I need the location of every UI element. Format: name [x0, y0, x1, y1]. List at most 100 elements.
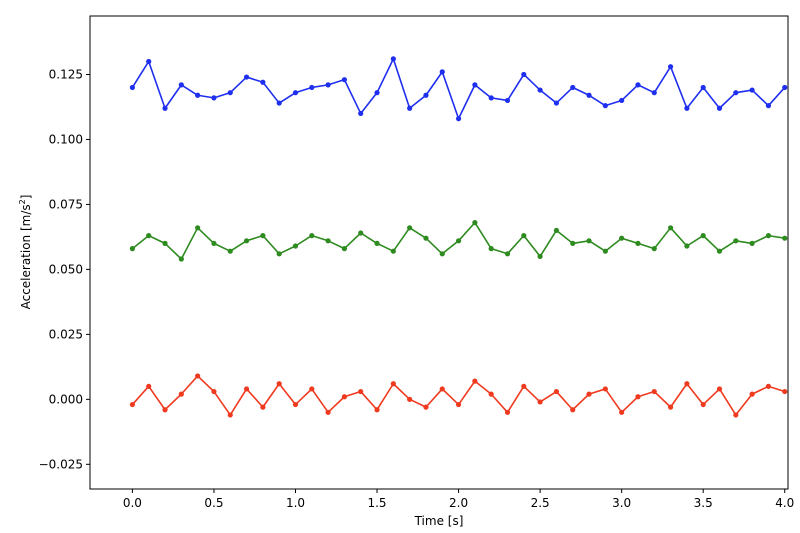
- data-point: [472, 220, 478, 226]
- data-point: [243, 238, 250, 244]
- data-point: [178, 391, 184, 397]
- data-point: [309, 84, 315, 91]
- data-point: [292, 90, 299, 96]
- data-point: [472, 82, 478, 88]
- data-point: [684, 381, 690, 387]
- data-point: [586, 92, 592, 98]
- data-point: [358, 388, 364, 395]
- data-point: [341, 246, 348, 252]
- data-point: [455, 401, 462, 408]
- data-point: [667, 64, 674, 70]
- data-point: [570, 240, 576, 246]
- plot-frame: [89, 15, 789, 490]
- data-point: [651, 246, 657, 252]
- data-point: [374, 90, 380, 96]
- data-point: [716, 386, 723, 392]
- data-point: [390, 381, 396, 387]
- data-point: [619, 97, 625, 104]
- series-1: [129, 220, 788, 262]
- data-point: [129, 401, 135, 408]
- y-axis-label-superscript: 2: [18, 199, 27, 204]
- data-point: [325, 238, 331, 244]
- data-point: [570, 407, 576, 413]
- y-tick-label: 0.125: [49, 67, 83, 81]
- x-tick-label: 2.0: [449, 496, 468, 510]
- data-point: [488, 391, 494, 397]
- y-axis: −0.025 0.000 0.025 0.050 0.075 0.100 0.125: [39, 67, 90, 471]
- data-point: [227, 412, 233, 418]
- data-point: [733, 90, 739, 96]
- data-point: [260, 79, 266, 85]
- data-point: [749, 240, 755, 246]
- data-point: [521, 71, 527, 78]
- x-tick-label: 3.5: [694, 496, 713, 510]
- data-point: [521, 383, 527, 389]
- data-point: [211, 95, 217, 101]
- data-point: [178, 256, 184, 262]
- data-point: [276, 251, 282, 257]
- data-point: [325, 82, 331, 88]
- y-tick-label: 0.075: [49, 197, 83, 211]
- data-point: [700, 84, 706, 91]
- data-point: [178, 82, 184, 88]
- data-point: [684, 105, 690, 111]
- x-tick-label: 1.0: [286, 496, 305, 510]
- series-0: [129, 56, 788, 122]
- data-point: [276, 381, 282, 387]
- data-point: [407, 105, 413, 111]
- data-point: [211, 240, 217, 246]
- data-point: [537, 399, 543, 405]
- data-point: [227, 90, 233, 96]
- data-point: [129, 84, 135, 91]
- y-tick-label: 0.025: [49, 327, 83, 341]
- data-point: [146, 58, 152, 65]
- data-point: [439, 251, 445, 257]
- x-axis: 0.0 0.5 1.0 1.5 2.0 2.5 3.0 3.5 4.0: [123, 489, 794, 510]
- data-point: [700, 233, 706, 239]
- x-axis-label: Time [s]: [414, 514, 464, 528]
- data-point: [195, 373, 201, 379]
- x-tick-label: 0.0: [123, 496, 142, 510]
- data-point: [619, 235, 625, 241]
- y-tick-label: 0.100: [49, 132, 83, 146]
- data-point: [374, 407, 380, 413]
- data-point: [129, 246, 135, 252]
- data-point: [537, 253, 543, 259]
- data-point: [700, 401, 706, 408]
- data-point: [390, 248, 396, 254]
- data-point: [292, 401, 299, 408]
- data-point: [341, 394, 348, 400]
- data-point: [667, 225, 674, 231]
- data-point: [423, 92, 429, 98]
- data-point: [537, 87, 543, 93]
- data-point: [733, 412, 739, 418]
- data-point: [358, 230, 364, 236]
- data-point: [635, 394, 641, 400]
- data-point: [309, 233, 315, 239]
- data-point: [276, 100, 282, 106]
- data-point: [374, 240, 380, 246]
- data-point: [292, 243, 299, 249]
- data-point: [407, 396, 413, 402]
- data-point: [439, 386, 445, 392]
- data-point: [765, 233, 772, 239]
- data-point: [227, 248, 233, 254]
- data-point: [782, 388, 788, 395]
- y-tick-label: −0.025: [39, 457, 83, 471]
- data-point: [195, 225, 201, 231]
- data-point: [782, 235, 788, 241]
- data-point: [651, 388, 657, 395]
- y-tick-label: 0.000: [49, 392, 83, 406]
- data-point: [733, 238, 739, 244]
- data-point: [553, 227, 560, 234]
- data-point: [358, 110, 364, 117]
- data-point: [602, 386, 608, 392]
- data-point: [488, 95, 494, 101]
- data-point: [749, 87, 755, 93]
- data-point: [195, 92, 201, 98]
- data-point: [325, 409, 331, 415]
- y-axis-label-main: Acceleration [m/s: [19, 204, 33, 309]
- data-point: [667, 404, 674, 410]
- data-point: [553, 388, 560, 395]
- data-point: [782, 84, 788, 91]
